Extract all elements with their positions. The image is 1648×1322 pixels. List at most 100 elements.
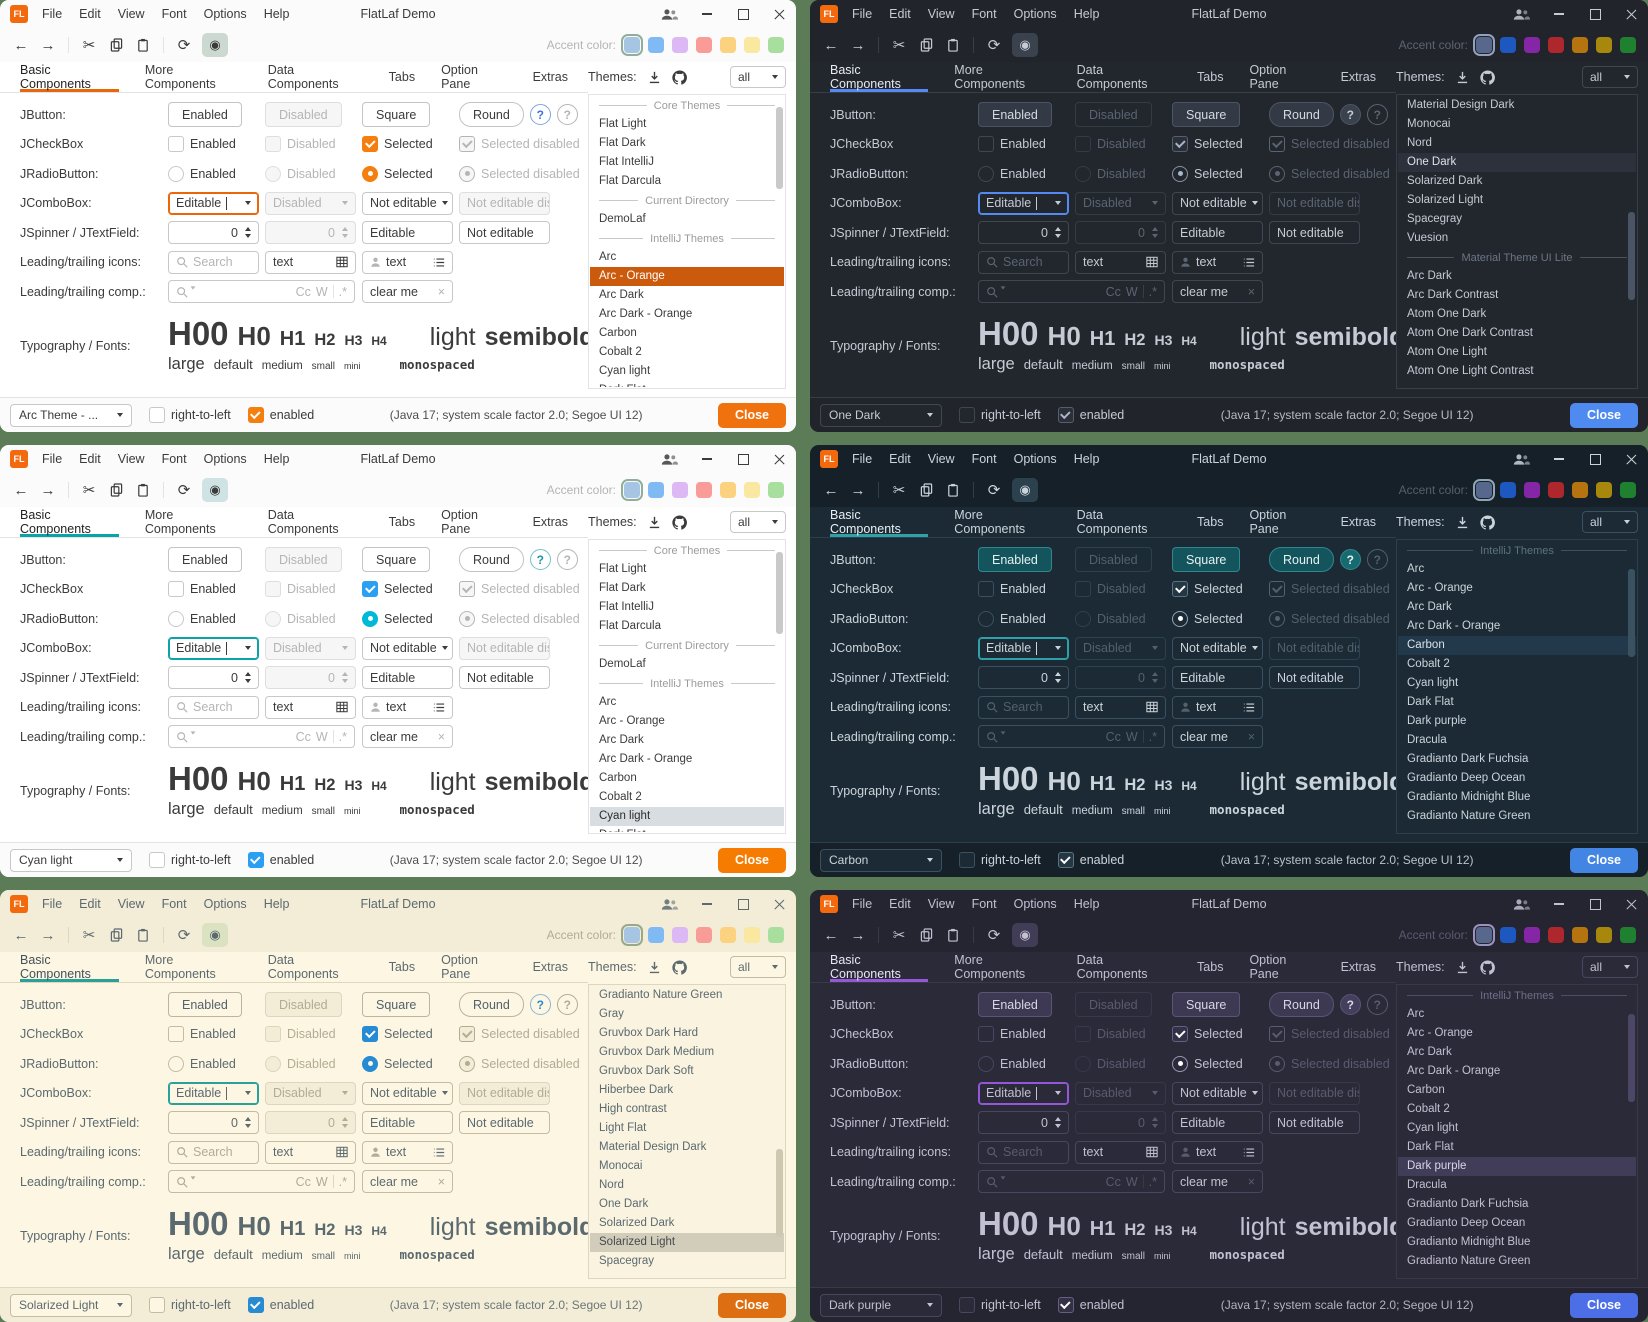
checkbox-enabled[interactable] bbox=[168, 1026, 184, 1042]
search-input[interactable]: Search bbox=[978, 695, 1069, 719]
list-icon[interactable] bbox=[1243, 1147, 1255, 1158]
textfield-editable[interactable]: Editable bbox=[1172, 1111, 1263, 1134]
right-to-left-option[interactable]: right-to-left bbox=[149, 1297, 231, 1313]
menu-font[interactable]: Font bbox=[971, 7, 997, 21]
close-window-button[interactable] bbox=[1624, 452, 1638, 466]
tab-basic-components[interactable]: Basic Components bbox=[830, 62, 928, 92]
themes-filter-select[interactable]: all bbox=[1582, 66, 1638, 88]
enabled-option[interactable]: enabled bbox=[247, 1297, 314, 1313]
enabled-button[interactable]: Enabled bbox=[978, 547, 1052, 572]
theme-list-item[interactable]: Flat Light bbox=[599, 118, 647, 130]
tab-tabs[interactable]: Tabs bbox=[388, 960, 416, 974]
minimize-button[interactable] bbox=[1552, 7, 1566, 21]
users-icon[interactable] bbox=[1513, 453, 1530, 466]
theme-list-item[interactable]: DemoLaf bbox=[599, 213, 646, 225]
combobox-not-editable[interactable]: Not editable bbox=[1172, 191, 1263, 215]
users-icon[interactable] bbox=[661, 453, 678, 466]
chevron-down-icon[interactable] bbox=[1251, 646, 1258, 650]
accent-swatch[interactable] bbox=[621, 924, 643, 946]
whole-words-toggle[interactable]: W bbox=[315, 729, 328, 744]
accent-swatch[interactable] bbox=[1572, 927, 1588, 943]
scrollbar-thumb[interactable] bbox=[776, 106, 783, 189]
menu-file[interactable]: File bbox=[852, 452, 873, 466]
theme-list-item[interactable]: Spacegray bbox=[1407, 213, 1462, 225]
theme-list-item[interactable]: Dark Flat bbox=[1407, 696, 1454, 708]
theme-list-item[interactable]: Solarized Light bbox=[1407, 194, 1484, 206]
menu-view[interactable]: View bbox=[117, 7, 145, 21]
theme-list-item[interactable]: Gradianto Nature Green bbox=[1407, 810, 1531, 822]
round-button[interactable]: Round bbox=[459, 547, 524, 572]
theme-list-item[interactable]: Gruvbox Dark Hard bbox=[599, 1027, 699, 1039]
search-dropdown-icon[interactable] bbox=[176, 1175, 196, 1188]
right-to-left-option[interactable]: right-to-left bbox=[149, 407, 231, 423]
cut-icon[interactable]: ✂ bbox=[82, 36, 96, 54]
menu-file[interactable]: File bbox=[42, 897, 63, 911]
clear-icon[interactable]: × bbox=[437, 1174, 445, 1189]
spinner-arrows-icon[interactable] bbox=[245, 1117, 251, 1128]
search-dropdown-icon[interactable] bbox=[986, 730, 1006, 743]
theme-list-item[interactable]: Gray bbox=[599, 1008, 624, 1020]
forward-icon[interactable]: → bbox=[850, 481, 866, 499]
search-with-options-input[interactable]: Cc W .* bbox=[168, 280, 355, 303]
accent-swatch[interactable] bbox=[1596, 37, 1612, 53]
enabled-button[interactable]: Enabled bbox=[168, 992, 242, 1017]
chevron-down-icon[interactable] bbox=[1055, 201, 1061, 205]
help-button-secondary[interactable]: ? bbox=[1366, 104, 1388, 125]
theme-list-item[interactable]: Cyan light bbox=[1407, 1122, 1459, 1134]
close-button[interactable]: Close bbox=[1569, 847, 1638, 873]
right-to-left-option[interactable]: right-to-left bbox=[149, 852, 231, 868]
copy-icon[interactable] bbox=[107, 33, 125, 57]
theme-list-item[interactable]: Gradianto Deep Ocean bbox=[1407, 772, 1526, 784]
forward-icon[interactable]: → bbox=[40, 926, 56, 944]
refresh-icon[interactable]: ⟳ bbox=[987, 926, 1001, 944]
accent-swatch[interactable] bbox=[1500, 482, 1516, 498]
accent-swatch[interactable] bbox=[648, 482, 664, 498]
theme-list-item[interactable]: Vuesion bbox=[1407, 232, 1449, 244]
search-with-options-input[interactable]: Cc W .* bbox=[168, 725, 355, 748]
theme-list-item[interactable]: Spacegray bbox=[599, 1255, 654, 1267]
theme-list-item[interactable]: Cobalt 2 bbox=[599, 791, 642, 803]
theme-list-item[interactable]: Gradianto Nature Green bbox=[599, 989, 723, 1001]
theme-list-item[interactable]: Atom One Dark Contrast bbox=[1407, 327, 1533, 339]
theme-list-item[interactable]: Arc Dark - Orange bbox=[599, 308, 693, 320]
theme-list-item[interactable]: Arc bbox=[1407, 563, 1425, 575]
spinner-arrows-icon[interactable] bbox=[1055, 672, 1061, 683]
tab-basic-components[interactable]: Basic Components bbox=[830, 952, 928, 982]
download-icon[interactable] bbox=[648, 71, 661, 84]
refresh-icon[interactable]: ⟳ bbox=[987, 481, 1001, 499]
download-icon[interactable] bbox=[1456, 961, 1469, 974]
tab-option-pane[interactable]: Option Pane bbox=[441, 508, 478, 536]
menu-file[interactable]: File bbox=[42, 7, 63, 21]
close-window-button[interactable] bbox=[772, 897, 786, 911]
theme-list-item[interactable]: Monocai bbox=[599, 1160, 643, 1172]
radio-selected[interactable] bbox=[1172, 1055, 1188, 1072]
tab-more-components[interactable]: More Components bbox=[954, 953, 1026, 981]
menu-font[interactable]: Font bbox=[161, 452, 187, 466]
menu-options[interactable]: Options bbox=[203, 897, 247, 911]
radio-enabled[interactable] bbox=[168, 165, 184, 182]
close-button[interactable]: Close bbox=[717, 847, 786, 873]
accent-swatch[interactable] bbox=[672, 927, 688, 943]
help-button[interactable]: ? bbox=[1339, 104, 1361, 125]
accent-swatch[interactable] bbox=[1620, 37, 1636, 53]
theme-list-item[interactable]: Arc bbox=[1407, 1008, 1425, 1020]
theme-list-item[interactable]: Atom One Dark bbox=[1407, 308, 1487, 320]
enabled-checkbox[interactable] bbox=[1057, 407, 1074, 423]
enabled-checkbox[interactable] bbox=[1057, 852, 1074, 868]
theme-list-item[interactable]: Flat Dark bbox=[599, 582, 646, 594]
tab-extras[interactable]: Extras bbox=[532, 515, 568, 529]
cut-icon[interactable]: ✂ bbox=[892, 36, 906, 54]
help-button-secondary[interactable]: ? bbox=[556, 994, 578, 1015]
square-button[interactable]: Square bbox=[1172, 102, 1241, 127]
theme-list-item[interactable]: Arc bbox=[599, 251, 617, 263]
search-dropdown-icon[interactable] bbox=[986, 285, 1006, 298]
theme-list-item[interactable]: Dark Flat bbox=[1407, 1141, 1454, 1153]
calendar-icon[interactable] bbox=[336, 256, 348, 268]
search-with-options-input[interactable]: Cc W .* bbox=[978, 280, 1165, 303]
round-button[interactable]: Round bbox=[459, 992, 524, 1017]
theme-list-item[interactable]: Gradianto Midnight Blue bbox=[1407, 1236, 1531, 1248]
match-case-toggle[interactable]: Cc bbox=[1105, 729, 1121, 744]
match-case-toggle[interactable]: Cc bbox=[295, 729, 311, 744]
theme-list-item[interactable]: Gradianto Dark Fuchsia bbox=[1407, 1198, 1529, 1210]
accent-swatch[interactable] bbox=[648, 927, 664, 943]
